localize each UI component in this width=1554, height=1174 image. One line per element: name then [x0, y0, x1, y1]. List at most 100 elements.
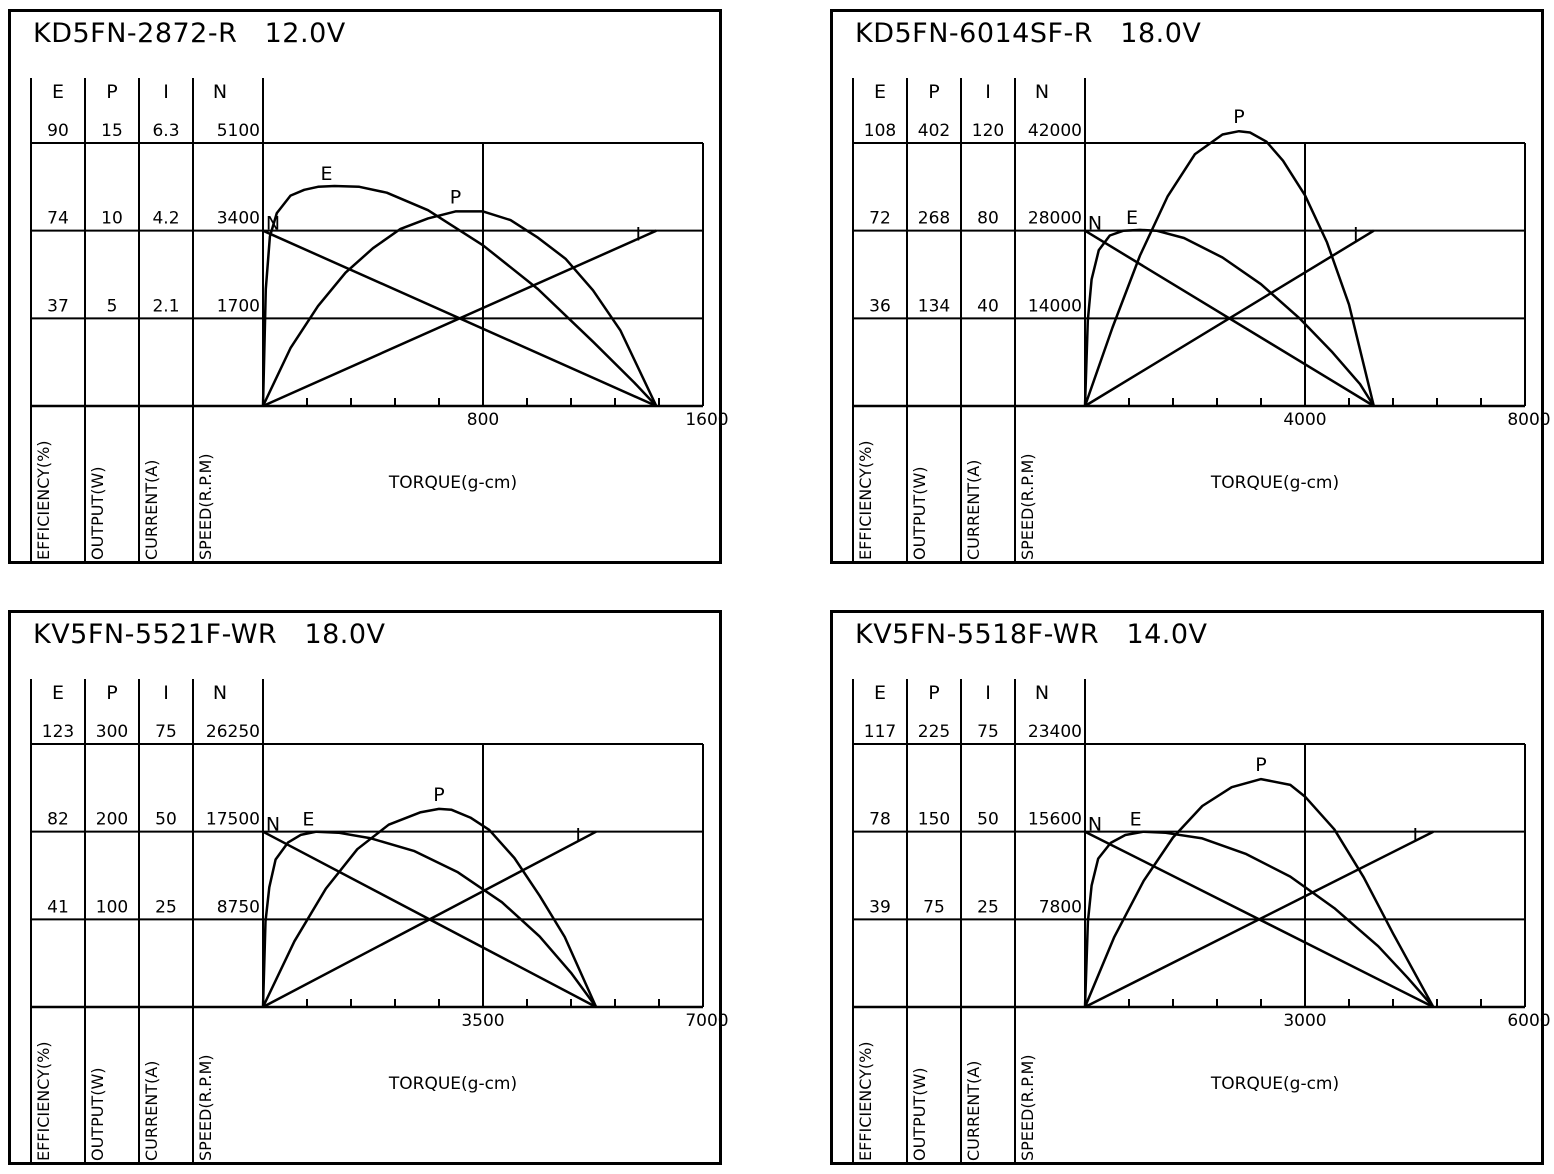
curve-p [1083, 777, 1435, 1008]
scale-value: 26250 [206, 722, 260, 742]
column-header-p: P [928, 682, 939, 704]
scale-value: 3400 [217, 209, 260, 229]
scale-value: 75 [923, 897, 945, 917]
curve-i [1084, 229, 1375, 408]
axis-label-n: SPEED(R.P.M) [196, 1054, 215, 1161]
scale-value: 150 [918, 810, 950, 830]
x-tick-label: 7000 [685, 1011, 728, 1031]
curve-label-i: I [1413, 825, 1419, 847]
x-tick-label: 4000 [1283, 410, 1326, 430]
axis-label-p: OUTPUT(W) [88, 466, 107, 560]
chart-title: KV5FN-5518F-WR 14.0V [855, 619, 1208, 650]
scale-value: 268 [918, 209, 950, 229]
scale-value: 42000 [1028, 121, 1082, 141]
curve-label-e: E [1130, 809, 1142, 831]
x-tick-label: 1600 [685, 410, 728, 430]
scale-value: 1700 [217, 296, 260, 316]
scale-value: 50 [155, 810, 177, 830]
model-name: KV5FN-5521F-WR [33, 619, 278, 650]
curve-label-i: I [575, 825, 581, 847]
x-tick-label: 8000 [1507, 410, 1550, 430]
curve-i [262, 830, 597, 1009]
column-header-e: E [52, 81, 64, 103]
axis-label-i: CURRENT(A) [964, 460, 983, 560]
column-header-p: P [106, 81, 117, 103]
scale-value: 15 [101, 121, 123, 141]
axis-label-e: EFFICIENCY(%) [34, 1041, 53, 1161]
scale-value: 120 [972, 121, 1004, 141]
scale-value: 78 [869, 810, 891, 830]
curve-p [261, 807, 598, 1008]
column-header-i: I [985, 81, 991, 103]
scale-value: 225 [918, 722, 950, 742]
curve-e [1083, 228, 1375, 407]
axis-label-p: OUTPUT(W) [910, 1067, 929, 1161]
scale-value: 123 [42, 722, 74, 742]
chart-panel-1: KD5FN-2872-R 12.0V 800 1600 TORQUE(g-cm) E 9… [8, 9, 729, 564]
axis-label-n: SPEED(R.P.M) [1018, 1054, 1037, 1161]
x-tick-label: 800 [467, 410, 499, 430]
column-header-n: N [1035, 81, 1049, 103]
axis-label-e: EFFICIENCY(%) [34, 440, 53, 560]
scale-value: 10 [101, 209, 123, 229]
curve-i [262, 229, 657, 408]
curve-e [261, 184, 658, 407]
scale-value: 75 [155, 722, 177, 742]
scale-value: 5 [107, 296, 118, 316]
curve-label-p: P [433, 784, 444, 806]
x-axis-label: TORQUE(g-cm) [388, 473, 517, 493]
column-header-i: I [163, 682, 169, 704]
scale-value: 82 [47, 810, 69, 830]
axis-label-i: CURRENT(A) [142, 460, 161, 560]
x-tick-label: 6000 [1507, 1011, 1550, 1031]
scale-value: 25 [977, 897, 999, 917]
scale-value: 75 [977, 722, 999, 742]
curve-label-i: I [1353, 224, 1359, 246]
curve-label-e: E [1126, 207, 1138, 229]
model-name: KD5FN-6014SF-R [855, 18, 1094, 49]
chart-panel-4: KV5FN-5518F-WR 14.0V 3000 6000 TORQUE(g-cm… [830, 610, 1551, 1165]
scale-value: 50 [977, 810, 999, 830]
axis-label-p: OUTPUT(W) [910, 466, 929, 560]
axis-label-p: OUTPUT(W) [88, 1067, 107, 1161]
x-axis-label: TORQUE(g-cm) [1210, 473, 1339, 493]
curve-label-p: P [450, 186, 461, 208]
performance-chart: 3500 7000 TORQUE(g-cm) E 123 82 41 EFFICIENCY(%… [30, 679, 729, 1163]
scale-value: 41 [47, 897, 69, 917]
scale-value: 134 [918, 296, 950, 316]
column-header-n: N [213, 682, 227, 704]
column-header-p: P [928, 81, 939, 103]
curve-label-n: N [266, 213, 280, 235]
voltage-label: 18.0V [304, 619, 386, 650]
x-axis-label: TORQUE(g-cm) [1210, 1074, 1339, 1094]
scale-value: 39 [869, 897, 891, 917]
axis-label-n: SPEED(R.P.M) [196, 453, 215, 560]
scale-value: 8750 [217, 897, 260, 917]
scale-value: 15600 [1028, 810, 1082, 830]
curve-p [261, 210, 658, 407]
column-header-e: E [52, 682, 64, 704]
scale-value: 200 [96, 810, 128, 830]
chart-panel-3: KV5FN-5521F-WR 18.0V 3500 7000 TORQUE(g-cm… [8, 610, 729, 1165]
voltage-label: 12.0V [264, 18, 346, 49]
column-header-e: E [874, 682, 886, 704]
scale-value: 4.2 [152, 209, 179, 229]
scale-value: 17500 [206, 810, 260, 830]
axis-label-i: CURRENT(A) [964, 1061, 983, 1161]
scale-value: 300 [96, 722, 128, 742]
chart-panel-2: KD5FN-6014SF-R 18.0V 4000 8000 TORQUE(g-cm… [830, 9, 1551, 564]
axis-label-e: EFFICIENCY(%) [856, 440, 875, 560]
axis-label-i: CURRENT(A) [142, 1061, 161, 1161]
scale-value: 6.3 [152, 121, 179, 141]
curve-label-p: P [1233, 106, 1244, 128]
scale-value: 72 [869, 209, 891, 229]
scale-value: 7800 [1039, 897, 1082, 917]
curve-label-e: E [320, 163, 332, 185]
curve-label-i: I [635, 224, 641, 246]
performance-chart: 3000 6000 TORQUE(g-cm) E 117 78 39 EFFICIENCY(%… [852, 679, 1551, 1163]
scale-value: 37 [47, 296, 69, 316]
scale-value: 28000 [1028, 209, 1082, 229]
x-tick-label: 3000 [1283, 1011, 1326, 1031]
x-tick-label: 3500 [461, 1011, 504, 1031]
column-header-p: P [106, 682, 117, 704]
